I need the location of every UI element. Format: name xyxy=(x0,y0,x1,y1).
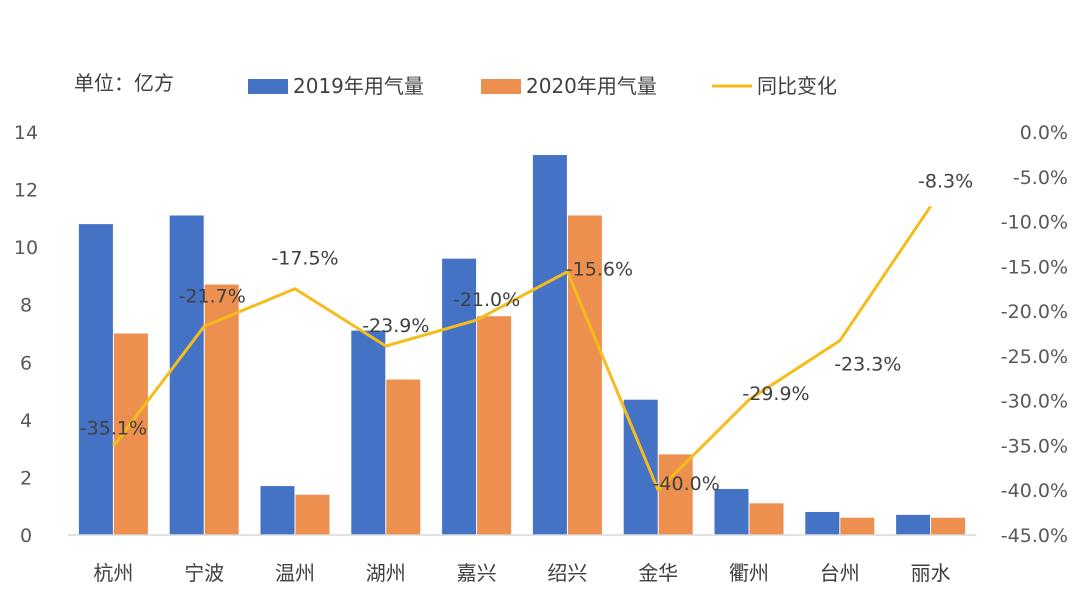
line-layer xyxy=(112,205,932,492)
right-tick-label: -25.0% xyxy=(1001,346,1068,368)
data-labels: -35.1% -21.7% -17.5% -23.9% -21.0% -15.6% -40.… xyxy=(80,170,973,495)
right-tick-label: -30.0% xyxy=(1001,391,1068,413)
category-label: 金华 xyxy=(638,561,678,585)
right-tick-label: -20.0% xyxy=(1001,301,1068,323)
right-tick-label: -35.0% xyxy=(1001,435,1068,457)
bar-2020-2 xyxy=(295,494,330,535)
left-tick-label: 8 xyxy=(20,295,32,317)
legend-label-2020: 2020年用气量 xyxy=(526,74,657,98)
data-label: -15.6% xyxy=(566,259,633,281)
right-tick-label: -10.0% xyxy=(1001,212,1068,234)
data-label: -23.9% xyxy=(362,315,429,337)
right-tick-label: -40.0% xyxy=(1001,480,1068,502)
bar-2020-4 xyxy=(477,316,512,535)
bar-2019-9 xyxy=(896,514,931,535)
bar-2020-7 xyxy=(749,503,784,535)
legend-swatch-2020 xyxy=(481,79,521,94)
category-label: 嘉兴 xyxy=(457,561,497,585)
data-label: -17.5% xyxy=(271,248,338,270)
bar-2020-1 xyxy=(204,284,239,535)
left-tick-label: 0 xyxy=(20,525,32,547)
category-label: 湖州 xyxy=(366,561,406,585)
left-tick-label: 4 xyxy=(20,410,32,432)
left-tick-label: 12 xyxy=(14,180,38,202)
bar-2019-0 xyxy=(78,224,113,535)
legend-label-2019: 2019年用气量 xyxy=(293,74,424,98)
bar-2020-0 xyxy=(113,333,148,535)
left-axis-ticks: 0 2 4 6 8 10 12 14 xyxy=(14,122,38,547)
bar-2019-4 xyxy=(442,258,477,535)
right-tick-label: -45.0% xyxy=(1001,525,1068,547)
category-label: 绍兴 xyxy=(547,561,587,585)
data-label: -35.1% xyxy=(80,417,147,439)
bar-2020-5 xyxy=(567,215,602,535)
unit-label: 单位：亿方 xyxy=(74,71,174,95)
left-tick-label: 2 xyxy=(20,467,32,489)
data-label: -40.0% xyxy=(653,473,720,495)
bar-2020-3 xyxy=(386,379,421,535)
data-label: -8.3% xyxy=(918,170,973,192)
left-tick-label: 6 xyxy=(20,352,32,374)
category-label: 杭州 xyxy=(93,561,133,585)
bars-layer xyxy=(78,155,966,535)
bar-2020-8 xyxy=(840,517,875,535)
category-label: 衢州 xyxy=(729,561,769,585)
right-tick-label: 0.0% xyxy=(1020,122,1068,144)
bar-2020-9 xyxy=(931,517,966,535)
legend-swatch-2019 xyxy=(248,79,288,94)
data-label: -23.3% xyxy=(834,354,901,376)
legend-label-yoy: 同比变化 xyxy=(757,74,837,98)
yoy-change-line xyxy=(112,205,932,492)
left-tick-label: 14 xyxy=(14,122,38,144)
bar-2019-3 xyxy=(351,330,386,535)
category-label: 丽水 xyxy=(911,561,951,585)
right-tick-label: -5.0% xyxy=(1013,167,1068,189)
bar-2019-5 xyxy=(532,155,567,535)
right-axis-ticks: 0.0% -5.0% -10.0% -15.0% -20.0% -25.0% -30.0% -… xyxy=(1001,122,1068,547)
bar-2019-8 xyxy=(805,511,840,535)
category-labels: 杭州 宁波 温州 湖州 嘉兴 绍兴 金华 衢州 台州 丽水 xyxy=(93,561,950,585)
category-label: 温州 xyxy=(275,561,315,585)
data-label: -21.7% xyxy=(179,285,246,307)
data-label: -21.0% xyxy=(453,289,520,311)
data-label: -29.9% xyxy=(742,383,809,405)
bar-2020-6 xyxy=(658,454,693,535)
legend: 2019年用气量 2020年用气量 同比变化 xyxy=(248,74,837,98)
bar-2019-1 xyxy=(169,215,204,535)
left-tick-label: 10 xyxy=(14,237,38,259)
category-label: 宁波 xyxy=(184,561,224,585)
category-label: 台州 xyxy=(820,561,860,585)
bar-2019-2 xyxy=(260,486,295,535)
right-tick-label: -15.0% xyxy=(1001,256,1068,278)
bar-2019-7 xyxy=(714,488,749,535)
